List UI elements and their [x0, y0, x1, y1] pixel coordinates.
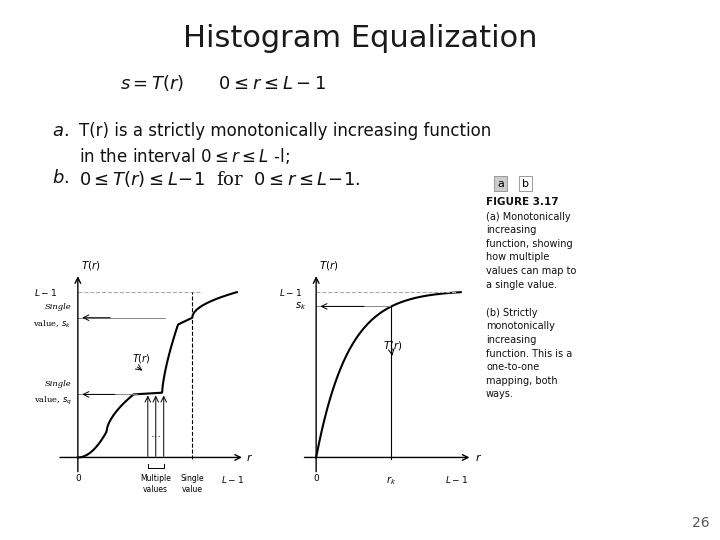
- Text: $T(r)$: $T(r)$: [81, 259, 101, 272]
- Text: $r$: $r$: [475, 452, 482, 463]
- Text: FIGURE 3.17: FIGURE 3.17: [486, 197, 559, 207]
- Text: Multiple
values: Multiple values: [140, 475, 171, 494]
- Text: $a.$: $a.$: [52, 122, 68, 139]
- Text: $s_k$: $s_k$: [294, 300, 306, 312]
- Text: ...: ...: [150, 429, 161, 438]
- Text: Single: Single: [45, 380, 71, 388]
- Text: $L-1$: $L-1$: [34, 287, 57, 298]
- Text: value, $s_q$: value, $s_q$: [34, 395, 71, 407]
- Text: Single
value: Single value: [181, 475, 204, 494]
- Text: 26: 26: [692, 516, 709, 530]
- Text: in the interval $0 \leq r \leq L$ -l;: in the interval $0 \leq r \leq L$ -l;: [79, 146, 290, 166]
- Text: 0: 0: [313, 475, 319, 483]
- Text: a: a: [497, 179, 504, 188]
- Text: (a) Monotonically
increasing
function, showing
how multiple
values can map to
a : (a) Monotonically increasing function, s…: [486, 212, 577, 289]
- Text: b: b: [522, 179, 529, 188]
- Text: $L-1$: $L-1$: [220, 475, 243, 485]
- Text: $L-1$: $L-1$: [445, 475, 468, 485]
- Text: $L-1$: $L-1$: [279, 287, 302, 298]
- Text: $s = T(r)$$\quad\quad 0 \leq r \leq L-1$: $s = T(r)$$\quad\quad 0 \leq r \leq L-1$: [120, 73, 326, 93]
- Text: (b) Strictly
monotonically
increasing
function. This is a
one-to-one
mapping, bo: (b) Strictly monotonically increasing fu…: [486, 308, 572, 400]
- Text: $T(r)$: $T(r)$: [132, 353, 150, 366]
- Text: $T(r)$: $T(r)$: [382, 339, 402, 352]
- Text: $T(r)$: $T(r)$: [319, 259, 339, 272]
- Text: $r$: $r$: [246, 452, 253, 463]
- Text: $0 \leq T(r) \leq L\!-\!1$  for  $0 \leq r \leq L\!-\!1.$: $0 \leq T(r) \leq L\!-\!1$ for $0 \leq r…: [79, 169, 361, 189]
- Text: Single: Single: [45, 303, 71, 312]
- Text: Histogram Equalization: Histogram Equalization: [183, 24, 537, 53]
- Text: 0: 0: [75, 475, 81, 483]
- Text: T(r) is a strictly monotonically increasing function: T(r) is a strictly monotonically increas…: [79, 122, 492, 139]
- Text: $r_k$: $r_k$: [386, 475, 397, 487]
- Text: value, $s_k$: value, $s_k$: [33, 319, 71, 330]
- Text: $b.$: $b.$: [52, 169, 69, 187]
